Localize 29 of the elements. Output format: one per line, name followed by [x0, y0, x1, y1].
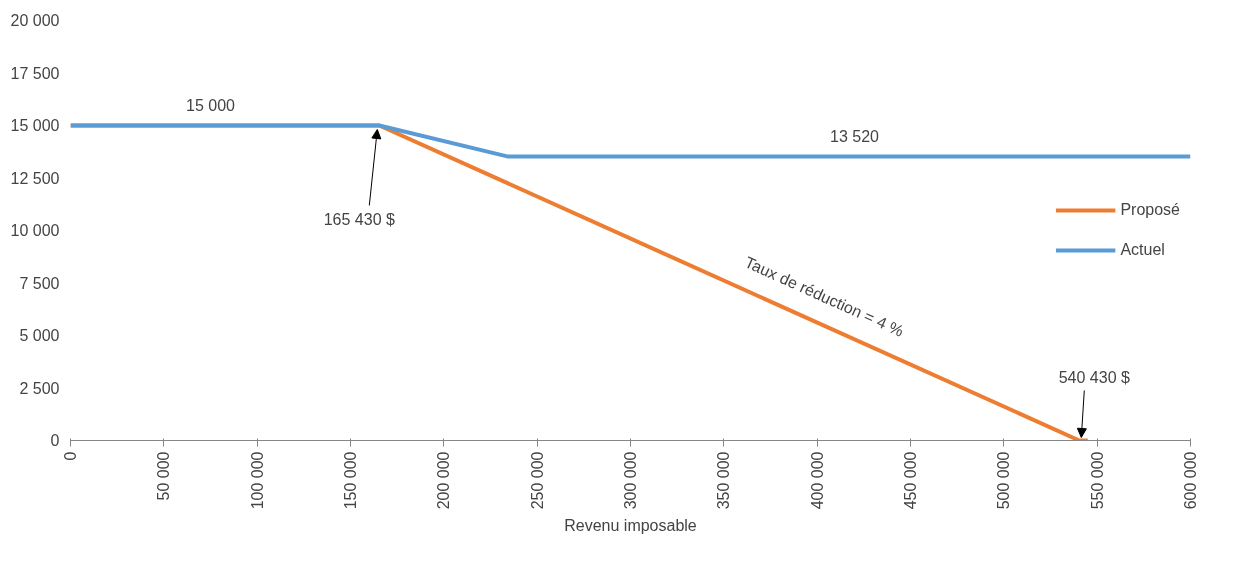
annotation: 165 430 $	[323, 210, 395, 228]
x-tick-label: 350 000	[715, 451, 733, 510]
x-tick-label: 50 000	[155, 451, 173, 501]
x-tick-label: 0	[62, 451, 79, 461]
x-tick-label: 250 000	[528, 451, 546, 510]
x-axis-title: Revenu imposable	[564, 517, 697, 535]
legend-label: Actuel	[1120, 241, 1165, 259]
x-tick-label: 450 000	[902, 451, 919, 510]
y-tick-label: 7 500	[19, 274, 60, 292]
x-tick-label: 150 000	[342, 451, 359, 510]
annotation: 13 520	[830, 127, 880, 145]
x-tick-label: 600 000	[1182, 451, 1199, 510]
annotation: 540 430 $	[1058, 368, 1130, 386]
legend-label: Proposé	[1120, 201, 1180, 219]
x-tick-label: 500 000	[995, 451, 1013, 510]
y-tick-label: 12 500	[10, 169, 60, 187]
y-tick-label: 17 500	[10, 64, 60, 82]
x-tick-label: 300 000	[622, 451, 639, 510]
x-tick-label: 100 000	[248, 451, 266, 510]
y-tick-label: 10 000	[10, 222, 60, 239]
annotation: 15 000	[186, 96, 236, 114]
x-tick-label: 550 000	[1088, 451, 1106, 510]
y-tick-label: 5 000	[19, 327, 60, 344]
y-tick-label: 0	[50, 432, 60, 449]
y-tick-label: 20 000	[10, 12, 60, 29]
y-tick-label: 15 000	[10, 117, 60, 134]
x-tick-label: 200 000	[435, 451, 453, 510]
y-tick-label: 2 500	[19, 379, 60, 397]
x-tick-label: 400 000	[808, 451, 826, 510]
